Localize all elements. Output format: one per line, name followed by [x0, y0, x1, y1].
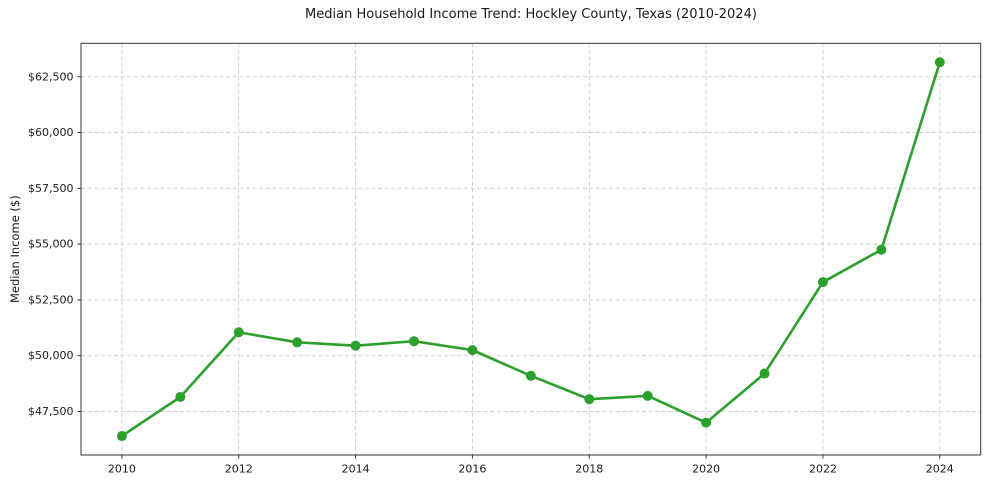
data-point-2015	[409, 336, 420, 347]
axes-spines	[80, 42, 982, 456]
x-tick-label: 2010	[108, 463, 136, 476]
data-point-2013	[292, 337, 303, 348]
x-tick-label: 2022	[809, 463, 837, 476]
data-point-2019	[642, 390, 653, 401]
data-point-2021	[759, 368, 770, 379]
chart-title: Median Household Income Trend: Hockley C…	[305, 7, 757, 22]
x-tick-label: 2014	[342, 463, 370, 476]
y-tick-label: $62,500	[28, 70, 74, 83]
y-tick-label: $55,000	[28, 238, 74, 251]
y-axis-label: Median Income ($)	[8, 195, 22, 303]
x-tick-label: 2016	[458, 463, 486, 476]
data-point-2020	[701, 417, 712, 428]
x-tick-label: 2018	[575, 463, 603, 476]
data-point-2024	[934, 57, 945, 68]
y-tick-label: $50,000	[28, 349, 74, 362]
data-point-2023	[876, 244, 887, 255]
data-point-2011	[175, 391, 186, 402]
x-tick-label: 2024	[926, 463, 954, 476]
y-tick-label: $60,000	[28, 126, 74, 139]
y-tick-label: $57,500	[28, 182, 74, 195]
y-tick-label: $47,500	[28, 405, 74, 418]
data-point-2014	[350, 340, 361, 351]
data-point-2022	[817, 277, 828, 288]
data-point-2017	[525, 370, 536, 381]
data-point-2010	[116, 431, 127, 442]
data-point-2018	[584, 394, 595, 405]
data-point-2016	[467, 345, 478, 356]
data-point-2012	[233, 327, 244, 338]
y-tick-label: $52,500	[28, 293, 74, 306]
x-tick-label: 2012	[225, 463, 253, 476]
plot-area	[81, 43, 981, 456]
x-tick-label: 2020	[692, 463, 720, 476]
